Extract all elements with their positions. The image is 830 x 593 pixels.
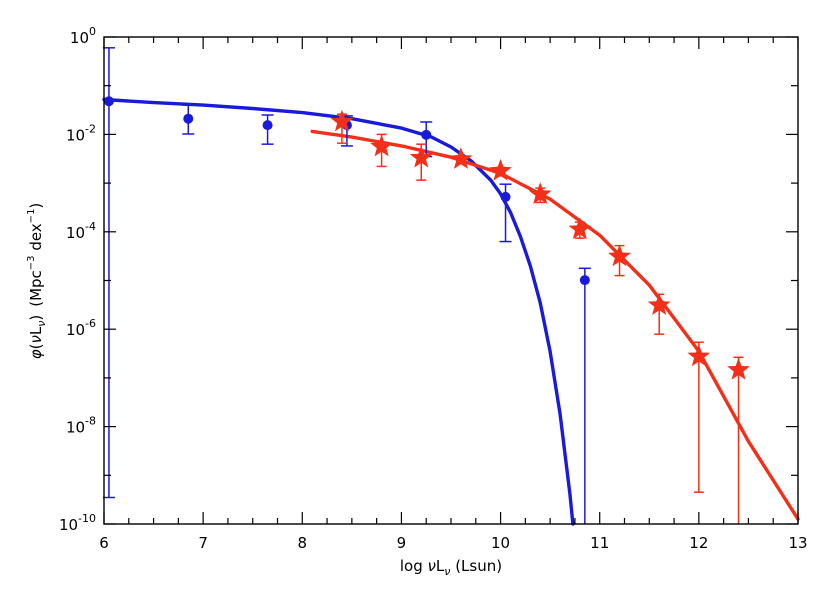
y-tick-label: 100: [70, 25, 96, 47]
star-point: [449, 147, 473, 169]
circle-point: [421, 129, 432, 140]
star-point: [647, 293, 671, 315]
x-tick-label: 7: [198, 534, 208, 552]
y-tick-label: 10-2: [66, 122, 96, 144]
star-point: [489, 158, 512, 181]
x-tick-label: 11: [590, 534, 609, 552]
y-tick-label: 10-10: [59, 512, 96, 534]
star-point: [330, 109, 354, 132]
x-tick-label: 12: [689, 534, 708, 552]
x-tick-label: 13: [788, 534, 807, 552]
circle-point: [183, 113, 194, 124]
star-point: [608, 244, 631, 267]
star-point: [528, 182, 552, 204]
plot-content: [102, 47, 800, 526]
x-axis-label: log νLν (Lsun): [400, 557, 502, 578]
red-fit-curve: [310, 129, 800, 521]
y-axis-label: φ(νLν)(Mpc−3 dex−1): [26, 203, 48, 360]
star-point: [409, 145, 433, 168]
circle-point: [579, 275, 590, 286]
y-tick-label: 10-4: [66, 220, 96, 242]
circle-point: [500, 191, 511, 202]
x-tick-label: 10: [491, 534, 510, 552]
blue-fit-curve: [102, 97, 575, 526]
x-tick-label: 9: [397, 534, 407, 552]
plot-frame: [103, 36, 799, 525]
star-point: [687, 344, 711, 367]
star-point: [727, 358, 750, 380]
circle-point: [103, 96, 114, 107]
x-tick-label: 8: [298, 534, 308, 552]
star-point: [568, 217, 592, 240]
y-tick-label: 10-8: [66, 415, 96, 437]
axes: 6 7 8 9 10 11 12 13 100 10-2 10-4 10-6 10-8 10-10: [59, 25, 808, 552]
star-point: [370, 134, 393, 157]
x-tick-label: 6: [99, 534, 109, 552]
y-tick-label: 10-6: [66, 317, 96, 339]
circle-point: [262, 120, 273, 131]
